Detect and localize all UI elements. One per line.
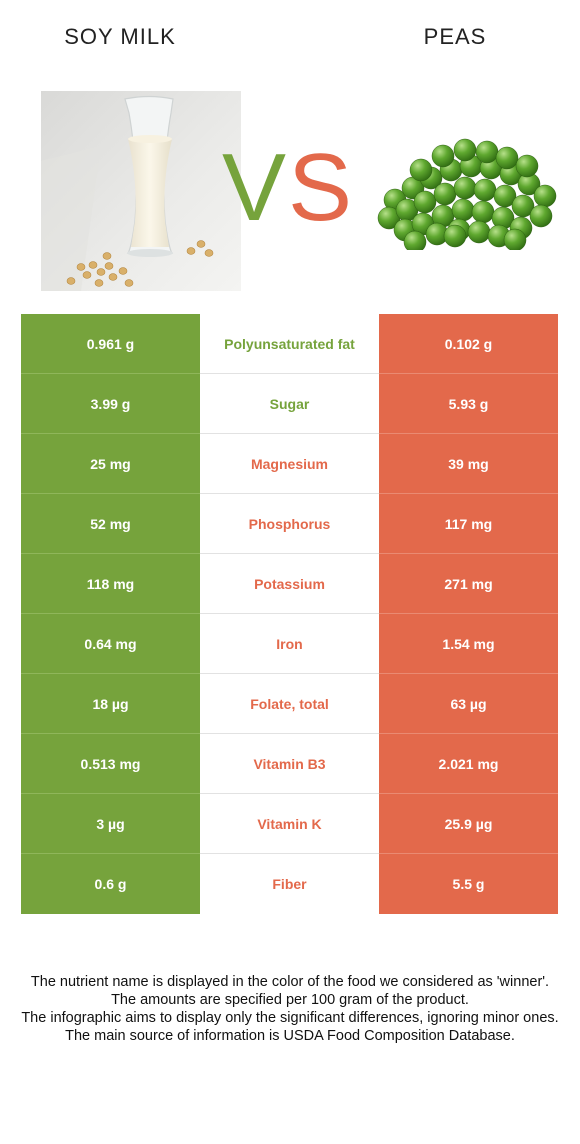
nutrient-name: Magnesium [200,434,379,494]
pea [503,228,527,250]
footnote: The nutrient name is displayed in the co… [14,973,566,1045]
nutrient-name: Vitamin K [200,794,379,854]
nutrient-name: Folate, total [200,674,379,734]
pea [403,230,427,250]
table-row: 52 mg Phosphorus 117 mg [21,494,558,554]
pea [473,178,497,202]
footnote-line: The amounts are specified per 100 gram o… [111,992,469,1008]
right-value: 2.021 mg [379,734,558,794]
table-row: 0.6 g Fiber 5.5 g [21,854,558,914]
pea [475,140,499,164]
table-row: 0.513 mg Vitamin B3 2.021 mg [21,734,558,794]
right-value: 25.9 µg [379,794,558,854]
right-value: 0.102 g [379,314,558,374]
footnote-line: The infographic aims to display only the… [21,1010,559,1026]
pea [529,204,553,228]
nutrient-name: Potassium [200,554,379,614]
table-row: 3.99 g Sugar 5.93 g [21,374,558,434]
pea [451,198,475,222]
pea [467,220,491,244]
table-row: 0.961 g Polyunsaturated fat 0.102 g [21,314,558,374]
footnote-line: The main source of information is USDA F… [65,1028,515,1044]
table-row: 18 µg Folate, total 63 µg [21,674,558,734]
right-value: 5.93 g [379,374,558,434]
nutrient-name: Iron [200,614,379,674]
left-value: 0.961 g [21,314,200,374]
nutrient-name: Fiber [200,854,379,914]
vs-letter-v: V [222,138,286,228]
pea [431,144,455,168]
table-row: 118 mg Potassium 271 mg [21,554,558,614]
nutrient-name: Sugar [200,374,379,434]
left-value: 118 mg [21,554,200,614]
pea [495,146,519,170]
pea [453,176,477,200]
left-value: 0.64 mg [21,614,200,674]
pea [515,154,539,178]
left-value: 3.99 g [21,374,200,434]
table-row: 3 µg Vitamin K 25.9 µg [21,794,558,854]
peas-photo [377,138,557,250]
nutrient-name: Phosphorus [200,494,379,554]
left-value: 0.6 g [21,854,200,914]
vs-letter-s: S [288,138,352,228]
left-value: 25 mg [21,434,200,494]
pea [533,184,557,208]
soy-milk-photo [41,91,241,291]
footnote-line: The nutrient name is displayed in the co… [30,974,550,990]
pea-cluster [377,138,557,250]
pea [471,200,495,224]
pea [409,158,433,182]
pea [453,138,477,162]
left-value: 0.513 mg [21,734,200,794]
table-row: 25 mg Magnesium 39 mg [21,434,558,494]
right-value: 1.54 mg [379,614,558,674]
table-row: 0.64 mg Iron 1.54 mg [21,614,558,674]
nutrient-name: Polyunsaturated fat [200,314,379,374]
left-value: 18 µg [21,674,200,734]
nutrient-name: Vitamin B3 [200,734,379,794]
right-value: 271 mg [379,554,558,614]
vs-mark: V S [222,138,352,228]
right-value: 63 µg [379,674,558,734]
right-food-title: PEAS [423,24,487,49]
left-food-title: SOY MILK [64,24,176,49]
pea [433,182,457,206]
right-value: 117 mg [379,494,558,554]
left-value: 52 mg [21,494,200,554]
right-value: 5.5 g [379,854,558,914]
pea [413,190,437,214]
left-value: 3 µg [21,794,200,854]
right-value: 39 mg [379,434,558,494]
pea [443,224,467,248]
